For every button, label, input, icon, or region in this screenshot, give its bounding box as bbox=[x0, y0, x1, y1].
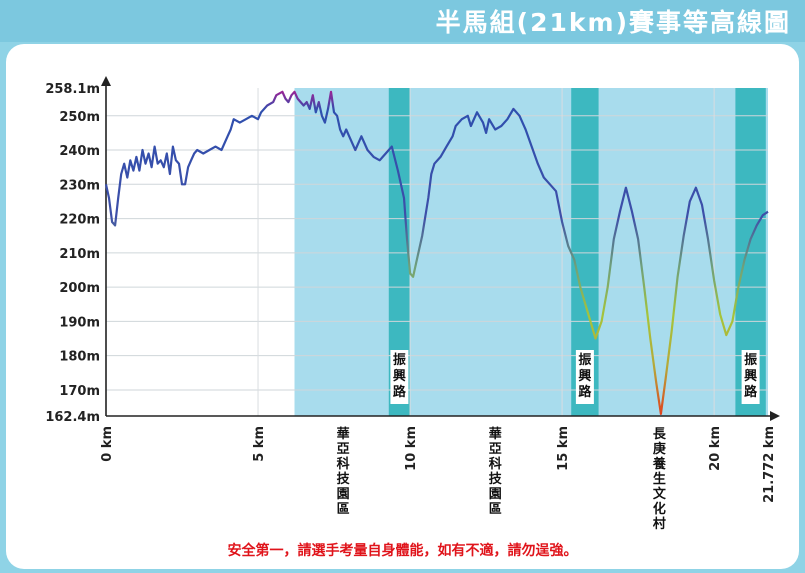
header-banner: 半馬組(21km)賽事等高線圖 bbox=[0, 0, 805, 42]
grid-lines bbox=[106, 88, 768, 416]
y-tick-label: 230m bbox=[59, 178, 100, 193]
zone-label-char: 興 bbox=[393, 368, 406, 384]
zone-label-char: 振 bbox=[393, 352, 406, 368]
x-tick-label: 20 km bbox=[708, 426, 723, 471]
zone-label-bg-2 bbox=[575, 350, 594, 404]
location-label-char: 華 bbox=[489, 426, 502, 442]
x-axis-ticks: 0 km 5 km 10 km 15 km 20 km 21.772 km bbox=[100, 426, 777, 503]
zone-label-bg-3 bbox=[741, 350, 760, 404]
zone-label-bg-1 bbox=[390, 350, 409, 404]
location-label-char: 科 bbox=[489, 456, 502, 472]
x-tick-label: 15 km bbox=[556, 426, 571, 471]
y-axis-ticks: 258.1m 250m 240m 230m 220m 210m 200m 190m 180m 17… bbox=[45, 82, 100, 425]
location-label-char: 技 bbox=[337, 471, 351, 487]
location-label-char: 區 bbox=[489, 502, 502, 517]
x-tick-label: 0 km bbox=[100, 426, 115, 462]
y-tick-label: 240m bbox=[59, 144, 100, 159]
zone-label-char: 路 bbox=[744, 384, 758, 400]
location-label-char: 科 bbox=[337, 456, 350, 472]
location-label-char: 技 bbox=[489, 471, 503, 487]
safety-notice: 安全第一，請選手考量自身體能，如有不適，請勿逞強。 bbox=[227, 543, 578, 559]
y-tick-label: 200m bbox=[59, 281, 100, 296]
location-label-char: 亞 bbox=[337, 442, 350, 457]
location-label-char: 長 bbox=[653, 427, 667, 442]
location-label-char: 養 bbox=[652, 456, 666, 472]
location-label-char: 園 bbox=[337, 486, 350, 502]
location-label-char: 村 bbox=[653, 516, 666, 532]
zone-label-char: 興 bbox=[744, 368, 757, 384]
zone-label-char: 興 bbox=[578, 368, 591, 384]
zone-label-char: 振 bbox=[744, 352, 757, 368]
location-label-char: 生 bbox=[653, 471, 666, 487]
x-tick-label: 10 km bbox=[404, 426, 419, 471]
zone-label-char: 振 bbox=[578, 352, 591, 368]
location-label-char: 化 bbox=[653, 501, 666, 517]
zone-band-1 bbox=[388, 88, 411, 416]
zone-band-0 bbox=[294, 88, 768, 416]
location-label-char: 亞 bbox=[489, 442, 502, 457]
elevation-line bbox=[104, 90, 769, 415]
location-label-char: 庚 bbox=[653, 441, 666, 457]
zone-label-char: 路 bbox=[578, 384, 592, 400]
location-label-char: 園 bbox=[489, 486, 502, 502]
x-axis-arrow bbox=[770, 411, 780, 421]
zone-layer bbox=[294, 88, 768, 416]
y-tick-label: 250m bbox=[59, 110, 100, 125]
y-tick-label: 220m bbox=[59, 213, 100, 228]
y-axis-arrow bbox=[101, 76, 111, 86]
axes bbox=[101, 76, 780, 421]
x-tick-label: 5 km bbox=[252, 426, 267, 462]
page-title: 半馬組(21km)賽事等高線圖 bbox=[435, 8, 791, 37]
zone-label-char: 路 bbox=[393, 384, 407, 400]
y-tick-label: 162.4m bbox=[45, 410, 100, 425]
x-tick-label: 21.772 km bbox=[762, 426, 777, 503]
location-label-char: 華 bbox=[337, 426, 350, 442]
y-tick-label: 258.1m bbox=[45, 82, 100, 97]
y-tick-label: 170m bbox=[59, 384, 100, 399]
location-label-char: 文 bbox=[653, 486, 667, 502]
location-label-char: 區 bbox=[337, 502, 350, 517]
y-tick-label: 190m bbox=[59, 315, 100, 330]
y-tick-label: 210m bbox=[59, 247, 100, 262]
y-tick-label: 180m bbox=[59, 350, 100, 365]
